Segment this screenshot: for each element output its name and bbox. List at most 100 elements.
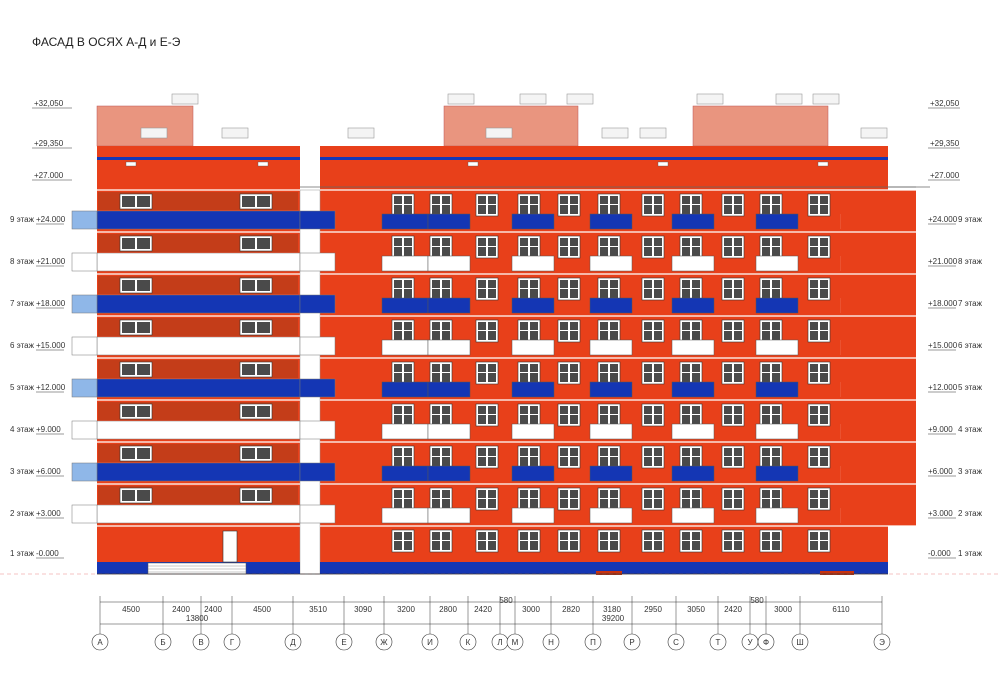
window-pane xyxy=(820,280,828,288)
window-pane xyxy=(432,289,440,298)
window-pane xyxy=(734,532,742,540)
window-pane xyxy=(654,322,662,330)
window-pane xyxy=(122,406,135,417)
window-pane xyxy=(394,499,402,508)
window-pane xyxy=(242,490,255,501)
window-pane xyxy=(692,499,700,508)
balcony xyxy=(381,339,429,356)
dimension-value: 3180 xyxy=(603,605,621,614)
window-pane xyxy=(122,196,135,207)
window-pane xyxy=(570,499,578,508)
window-pane xyxy=(682,406,690,414)
balcony-band xyxy=(299,336,336,356)
floor-label: 8 этаж xyxy=(10,257,35,266)
balcony xyxy=(511,465,555,482)
window-pane xyxy=(137,490,150,501)
level-label: -0.000 xyxy=(36,549,59,558)
window-pane xyxy=(610,322,618,330)
window-pane xyxy=(724,406,732,414)
balcony-band xyxy=(96,336,301,356)
balcony xyxy=(427,213,471,230)
window-pane xyxy=(404,289,412,298)
window-pane xyxy=(530,415,538,424)
window-pane xyxy=(724,490,732,498)
window-pane xyxy=(137,238,150,249)
window-pane xyxy=(734,289,742,298)
window-pane xyxy=(692,289,700,298)
window-pane xyxy=(242,448,255,459)
window-pane xyxy=(560,373,568,382)
window-pane xyxy=(644,499,652,508)
window-pane xyxy=(610,196,618,204)
floor-label: 5 этаж xyxy=(958,383,983,392)
window-pane xyxy=(442,490,450,498)
balcony xyxy=(511,423,555,440)
balcony xyxy=(511,297,555,314)
dimension-value: 580 xyxy=(499,596,513,605)
window-pane xyxy=(442,238,450,246)
window-pane xyxy=(820,532,828,540)
window-pane xyxy=(488,247,496,256)
window-pane xyxy=(394,289,402,298)
window-pane xyxy=(560,238,568,246)
dimension-value: 3510 xyxy=(309,605,327,614)
axis-label: И xyxy=(427,638,433,647)
window-pane xyxy=(654,415,662,424)
window-pane xyxy=(560,406,568,414)
window-pane xyxy=(394,196,402,204)
roof-vent xyxy=(860,127,888,139)
axis-bubble xyxy=(709,633,727,651)
window-pane xyxy=(560,322,568,330)
window-pane xyxy=(520,322,528,330)
window-pane xyxy=(820,448,828,456)
axis-bubble xyxy=(542,633,560,651)
window-pane xyxy=(692,364,700,372)
balcony xyxy=(427,255,471,272)
window-pane xyxy=(394,238,402,246)
level-label: +24.000 xyxy=(928,215,958,224)
vent-grille xyxy=(467,161,479,167)
window-pane xyxy=(242,196,255,207)
window-pane xyxy=(442,280,450,288)
window-pane xyxy=(610,205,618,214)
window-pane xyxy=(404,499,412,508)
window-pane xyxy=(488,457,496,466)
window-pane xyxy=(442,247,450,256)
vent-grille xyxy=(257,161,269,167)
roof-structure xyxy=(692,105,829,147)
window-pane xyxy=(654,331,662,340)
window-pane xyxy=(610,373,618,382)
window-pane xyxy=(810,490,818,498)
window-pane xyxy=(820,415,828,424)
window-pane xyxy=(772,490,780,498)
balcony-band xyxy=(96,420,301,440)
window-pane xyxy=(432,406,440,414)
level-label: +9.000 xyxy=(928,425,953,434)
roof-vent xyxy=(347,127,375,139)
window-pane xyxy=(432,415,440,424)
window-pane xyxy=(560,415,568,424)
window-pane xyxy=(644,448,652,456)
level-label: +9.000 xyxy=(36,425,61,434)
window-pane xyxy=(610,457,618,466)
window-pane xyxy=(682,205,690,214)
dimension-value: 580 xyxy=(750,596,764,605)
axis-label: Л xyxy=(497,638,502,647)
window-pane xyxy=(600,532,608,540)
window-pane xyxy=(257,322,270,333)
window-pane xyxy=(570,457,578,466)
window-pane xyxy=(488,499,496,508)
window-pane xyxy=(810,331,818,340)
window-pane xyxy=(644,364,652,372)
window-pane xyxy=(762,280,770,288)
axis-bubble xyxy=(223,633,241,651)
window-pane xyxy=(734,205,742,214)
window-pane xyxy=(724,457,732,466)
window-pane xyxy=(644,196,652,204)
window-pane xyxy=(724,205,732,214)
window-pane xyxy=(820,364,828,372)
roof-vent xyxy=(775,93,803,105)
balcony-band xyxy=(96,252,301,272)
balcony xyxy=(511,381,555,398)
window-pane xyxy=(530,205,538,214)
